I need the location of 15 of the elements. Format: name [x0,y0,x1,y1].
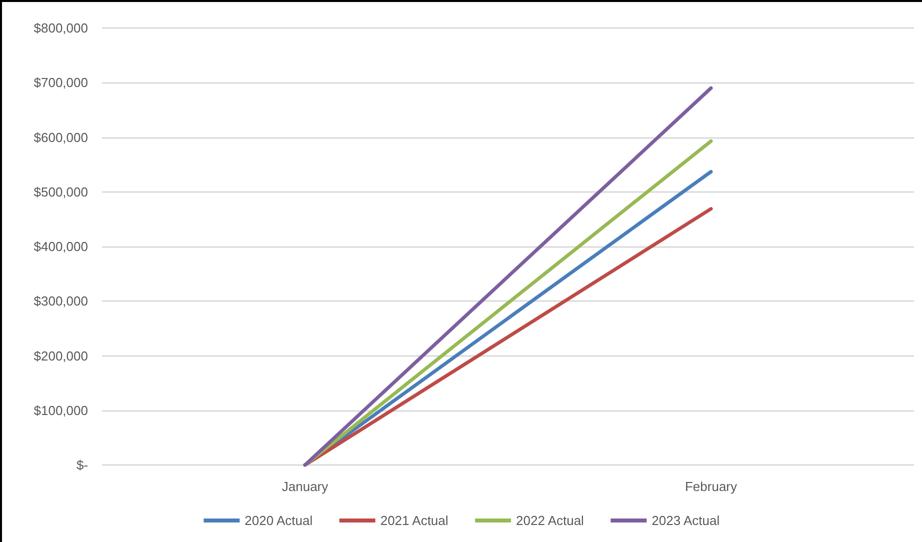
x-tick-label: January [282,479,329,494]
legend-label: 2023 Actual [652,513,720,528]
y-tick-label: $500,000 [34,184,88,200]
y-tick-label: $100,000 [34,402,88,418]
legend-label: 2021 Actual [380,513,448,528]
y-tick-label: $700,000 [34,75,88,90]
y-tick-label: $800,000 [34,20,88,36]
y-tick-label: $400,000 [34,239,88,254]
legend-label: 2020 Actual [244,513,313,528]
y-tick-label: $300,000 [34,294,88,309]
y-tick-label: $- [76,458,88,472]
legend-label: 2022 Actual [516,513,584,528]
y-tick-label: $200,000 [34,348,88,364]
x-tick-label: February [684,479,738,494]
y-tick-label: $600,000 [34,130,88,145]
